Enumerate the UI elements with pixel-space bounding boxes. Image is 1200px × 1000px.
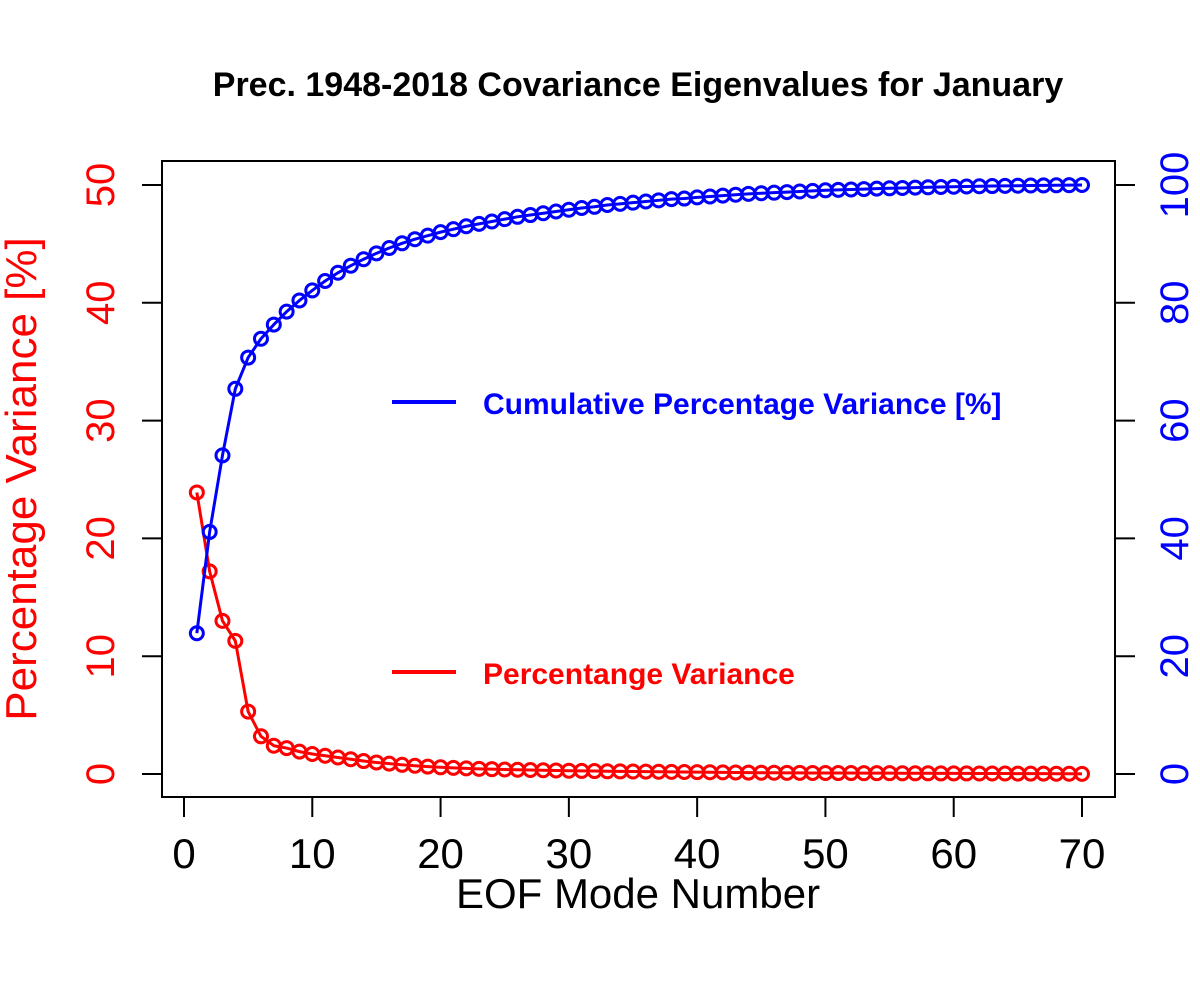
- left-y-tick-label: 40: [79, 281, 123, 326]
- data-point-cumulative: [329, 264, 346, 281]
- data-point-cumulative: [342, 257, 359, 274]
- data-point-cumulative: [304, 282, 321, 299]
- data-point-cumulative: [227, 380, 244, 397]
- legend: Cumulative Percentage Variance [%] Perce…: [392, 388, 1002, 691]
- data-point-percentage: [252, 728, 269, 745]
- right-y-axis: 0 20 40 60 80 100: [1114, 152, 1197, 785]
- x-tick-label: 10: [289, 830, 336, 877]
- data-point-cumulative: [368, 245, 385, 262]
- right-y-tick-label: 80: [1153, 281, 1197, 326]
- chart-title: Prec. 1948-2018 Covariance Eigenvalues f…: [213, 66, 1064, 104]
- x-tick-label: 40: [674, 830, 721, 877]
- x-tick-label: 60: [930, 830, 977, 877]
- left-y-axis-label: Percentage Variance [%]: [0, 237, 46, 720]
- series-layer: [188, 177, 1090, 782]
- x-tick-label: 0: [172, 830, 195, 877]
- plot-frame: [161, 160, 1116, 798]
- left-y-tick-label: 30: [79, 398, 123, 443]
- x-tick-label: 70: [1059, 830, 1106, 877]
- left-y-tick-label: 10: [79, 634, 123, 679]
- right-y-tick-label: 40: [1153, 516, 1197, 561]
- data-point-cumulative: [317, 273, 334, 290]
- data-point-cumulative: [201, 523, 218, 540]
- left-y-axis: 0 10 20 30 40 50: [79, 163, 163, 785]
- x-axis-label: EOF Mode Number: [456, 870, 820, 917]
- series-line-percentage: [195, 492, 1083, 776]
- left-y-tick-label: 20: [79, 516, 123, 561]
- data-point-cumulative: [265, 316, 282, 333]
- left-y-tick-label: 0: [79, 763, 123, 785]
- left-y-tick-label: 50: [79, 163, 123, 208]
- right-y-tick-label: 100: [1153, 152, 1197, 219]
- x-axis: 0 10 20 30 40 50 60 70: [172, 796, 1106, 877]
- data-point-cumulative: [278, 303, 295, 320]
- legend-label-cumulative: Cumulative Percentage Variance [%]: [483, 388, 1002, 421]
- data-point-percentage: [214, 612, 231, 629]
- data-point-percentage: [1074, 765, 1090, 782]
- data-point-percentage: [240, 703, 257, 720]
- data-point-cumulative: [214, 447, 231, 464]
- x-tick-label: 30: [545, 830, 592, 877]
- right-y-tick-label: 20: [1153, 634, 1197, 679]
- data-point-cumulative: [240, 349, 257, 366]
- x-tick-label: 50: [802, 830, 849, 877]
- data-point-cumulative: [252, 330, 269, 347]
- data-point-percentage: [227, 632, 244, 649]
- data-point-cumulative: [291, 292, 308, 309]
- legend-label-percentage: Percentange Variance: [483, 658, 795, 691]
- right-y-tick-label: 0: [1153, 763, 1197, 785]
- right-y-tick-label: 60: [1153, 398, 1197, 443]
- data-point-cumulative: [355, 251, 372, 268]
- data-point-cumulative: [188, 625, 205, 642]
- data-point-percentage: [188, 484, 205, 501]
- data-point-cumulative: [1074, 177, 1090, 193]
- x-tick-label: 20: [417, 830, 464, 877]
